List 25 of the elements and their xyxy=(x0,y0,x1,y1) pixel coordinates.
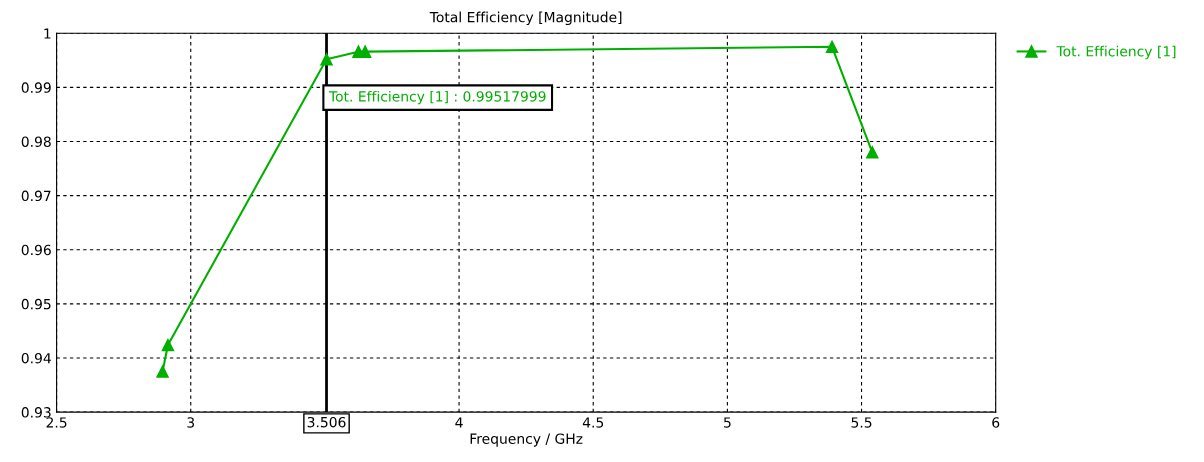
x-tick-label: 4 xyxy=(455,417,463,428)
x-tick-label: 4.5 xyxy=(582,417,604,428)
chart-title: Total Efficiency [Magnitude] xyxy=(429,11,622,26)
x-tick-label: 3 xyxy=(187,417,195,428)
y-tick-label: 0.93 xyxy=(21,407,51,418)
point xyxy=(866,146,879,159)
x-tick-label: 2.5 xyxy=(46,417,67,428)
point xyxy=(825,40,839,54)
point xyxy=(156,365,169,378)
point xyxy=(320,52,333,66)
y-tick-label: 0.97 xyxy=(21,190,51,202)
x-tick-label: 5.5 xyxy=(851,417,872,428)
x-tick-label: 6 xyxy=(992,417,1000,428)
ref-line-label: 3.506 xyxy=(307,416,346,428)
y-tick-label: 0.98 xyxy=(21,136,51,147)
y-tick-label: 0.94 xyxy=(21,352,51,364)
point xyxy=(161,338,175,352)
annotation: Tot. Efficiency [1] : 0.99517999 xyxy=(328,90,546,105)
legend-label: Tot. Efficiency [1] xyxy=(1056,45,1176,60)
y-tick-label: 0.95 xyxy=(21,298,51,310)
y-tick-label: 0.96 xyxy=(21,244,51,256)
y-tick-label: 1 xyxy=(44,28,51,39)
y-tick-label: 0.99 xyxy=(21,82,51,93)
x-axis-title: Frequency / GHz xyxy=(470,433,583,447)
x-tick-label: 5 xyxy=(724,417,731,428)
